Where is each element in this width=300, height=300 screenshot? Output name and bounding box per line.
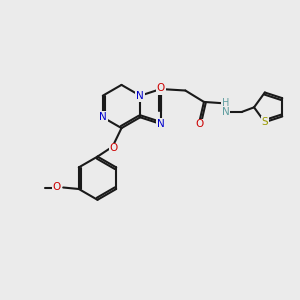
Text: N: N <box>222 107 230 117</box>
Text: O: O <box>53 182 61 192</box>
Text: O: O <box>195 119 204 129</box>
Text: N: N <box>157 119 165 129</box>
Text: N: N <box>136 91 144 101</box>
Text: N: N <box>157 84 165 94</box>
Text: N: N <box>99 112 107 122</box>
Text: O: O <box>110 143 118 154</box>
Text: H: H <box>222 98 229 108</box>
Text: O: O <box>157 83 165 93</box>
Text: S: S <box>262 117 268 127</box>
